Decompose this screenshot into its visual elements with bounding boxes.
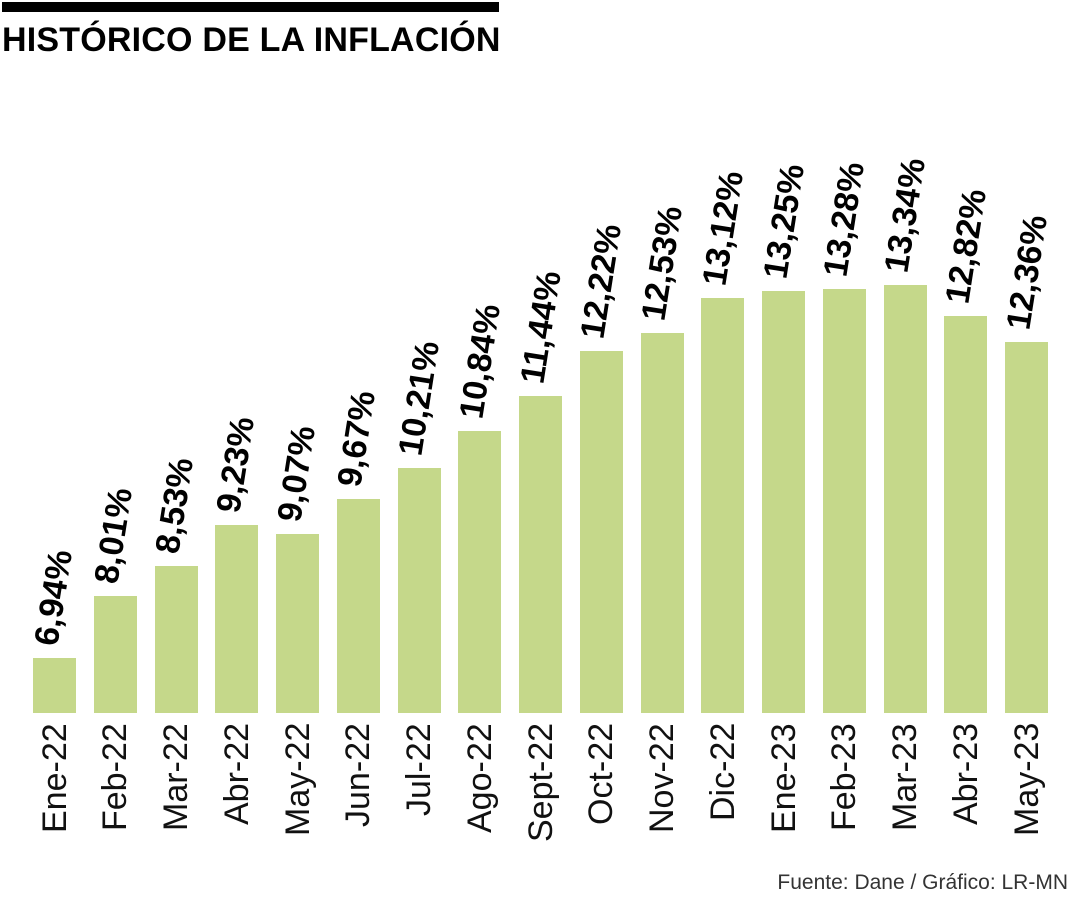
bar: [579, 351, 623, 713]
bar-column: 9,67%: [331, 276, 383, 713]
category-cell: Abr-22: [215, 723, 258, 873]
category-cell: Ene-22: [33, 723, 76, 873]
bar-value-label: 6,94%: [26, 547, 80, 649]
bar: [640, 333, 684, 713]
bar: [154, 566, 198, 713]
category-cell: Dic-22: [701, 723, 744, 873]
category-cell: Nov-22: [641, 723, 684, 873]
bar: [33, 658, 76, 713]
bar-value-label: 8,01%: [87, 485, 141, 587]
bar: [397, 468, 441, 713]
bar-value-label: 10,84%: [452, 301, 508, 422]
category-label: Dic-22: [703, 723, 742, 822]
category-cell: May-22: [276, 723, 319, 873]
category-cell: Feb-23: [823, 723, 866, 873]
category-label: Ago-22: [460, 723, 499, 833]
category-cell: Mar-22: [155, 723, 198, 873]
bar-value-label: 13,12%: [695, 168, 751, 289]
bar: [215, 525, 259, 713]
bar-value-label: 11,44%: [512, 268, 569, 387]
category-label: Jun-22: [339, 723, 378, 827]
bar-column: 6,94%: [27, 276, 80, 713]
category-cell: Feb-22: [94, 723, 137, 873]
bar-value-label: 12,53%: [634, 203, 691, 324]
category-label: Feb-23: [825, 723, 864, 831]
category-cell: Mar-23: [884, 723, 927, 873]
bar-value-label: 13,25%: [755, 161, 812, 282]
bar-column: 12,36%: [999, 212, 1055, 713]
category-label: Feb-22: [96, 723, 135, 831]
category-label: Oct-22: [582, 723, 621, 826]
bar-column: 8,53%: [148, 276, 201, 713]
bar-column: 12,82%: [938, 186, 994, 713]
category-cell: Sept-22: [519, 723, 562, 873]
bar-column: 13,25%: [756, 161, 812, 713]
bar-value-label: 13,28%: [816, 159, 873, 280]
category-cell: May-23: [1005, 723, 1048, 873]
bar-column: 11,44%: [513, 268, 568, 713]
category-label: May-22: [278, 723, 317, 837]
bar-column: 12,22%: [574, 221, 629, 713]
category-cell: Ago-22: [458, 723, 501, 873]
bar-value-label: 9,23%: [209, 414, 262, 516]
bar: [93, 596, 137, 713]
category-axis: Ene-22 Feb-22 Mar-22 Abr-22 May-22 Jun-22 Jul-…: [33, 723, 1048, 873]
plot-area: 6,94% 8,01% 8,53% 9,23% 9,07% 9,67% 10,21% 10,8…: [27, 155, 1055, 713]
category-label: Abr-23: [946, 723, 985, 826]
category-label: May-23: [1007, 723, 1046, 837]
bar-column: 13,12%: [695, 168, 751, 713]
bar-value-label: 8,53%: [148, 455, 202, 557]
bar: [336, 499, 380, 713]
bar: [944, 316, 988, 713]
bar: [458, 431, 502, 713]
bar: [1005, 342, 1048, 713]
category-cell: Ene-23: [762, 723, 805, 873]
category-label: Sept-22: [521, 723, 560, 843]
category-cell: Abr-23: [944, 723, 987, 873]
bar-value-label: 9,07%: [269, 423, 323, 525]
source-credit: Fuente: Dane / Gráfico: LR-MN: [777, 871, 1068, 894]
category-cell: Jun-22: [337, 723, 380, 873]
bar-column: 12,53%: [634, 203, 690, 713]
bar: [883, 285, 927, 713]
bar-value-label: 13,34%: [877, 155, 934, 276]
bar-column: 9,23%: [209, 276, 262, 713]
bar: [762, 291, 805, 713]
category-label: Mar-23: [886, 723, 924, 831]
bar-column: 8,01%: [88, 276, 140, 713]
bar: [701, 298, 745, 713]
category-cell: Jul-22: [398, 723, 441, 873]
category-label: Mar-22: [157, 723, 195, 831]
bar: [822, 289, 866, 713]
bar-value-label: 12,22%: [573, 221, 630, 342]
category-label: Ene-22: [35, 723, 74, 833]
category-cell: Oct-22: [580, 723, 623, 873]
title-rule: [2, 2, 499, 12]
bar-column: 10,84%: [452, 276, 508, 713]
bar: [519, 396, 562, 713]
bar-column: 10,21%: [391, 276, 447, 713]
category-label: Nov-22: [643, 723, 681, 833]
category-label: Ene-23: [764, 723, 803, 833]
bar-column: 13,34%: [877, 155, 933, 713]
bar-value-label: 9,67%: [330, 388, 384, 490]
bar: [276, 534, 319, 713]
chart-title: HISTÓRICO DE LA INFLACIÓN: [2, 21, 501, 59]
category-label: Jul-22: [400, 723, 438, 816]
bar-value-label: 12,36%: [998, 212, 1055, 333]
bar-column: 9,07%: [270, 276, 323, 713]
bar-value-label: 10,21%: [391, 338, 448, 459]
bar-value-label: 12,82%: [938, 186, 994, 307]
bar-column: 13,28%: [817, 159, 872, 713]
category-label: Abr-22: [217, 723, 256, 826]
